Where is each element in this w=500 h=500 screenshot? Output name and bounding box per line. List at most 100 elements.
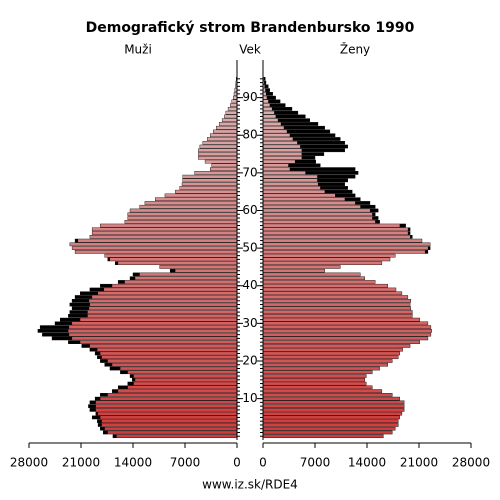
bar xyxy=(262,238,423,243)
excess-bar xyxy=(95,351,101,356)
bar xyxy=(91,227,238,232)
bar xyxy=(94,396,238,401)
excess-bar xyxy=(344,197,361,201)
bar xyxy=(91,231,238,235)
excess-bar xyxy=(75,238,79,243)
footer: www.iz.sk/RDE4 xyxy=(202,478,298,492)
excess-bar xyxy=(80,291,99,295)
excess-bar xyxy=(75,295,93,299)
bar xyxy=(81,344,238,348)
excess-bar xyxy=(317,178,348,182)
chart-title: Demografický strom Brandenbursko 1990 xyxy=(86,20,415,36)
bar xyxy=(95,411,238,416)
bar xyxy=(262,340,420,344)
bar xyxy=(60,317,238,322)
bar xyxy=(111,389,238,393)
bar xyxy=(262,362,389,367)
bar xyxy=(262,408,405,412)
bar xyxy=(74,295,238,299)
bar xyxy=(262,276,365,281)
excess-bar xyxy=(292,137,341,141)
x-tick-label: 7000 xyxy=(300,456,331,470)
bar xyxy=(262,415,400,420)
bar xyxy=(262,381,367,386)
bar xyxy=(262,351,400,356)
bar xyxy=(262,212,376,217)
bar xyxy=(262,385,373,390)
bar xyxy=(262,374,367,378)
bar xyxy=(68,314,238,318)
bar xyxy=(129,208,238,213)
bar xyxy=(262,332,432,337)
bar xyxy=(155,197,238,202)
x-tick-label: 7000 xyxy=(170,456,201,470)
bar xyxy=(262,317,420,322)
excess-bar xyxy=(89,287,105,292)
bar xyxy=(262,253,396,258)
excess-bar xyxy=(265,88,270,92)
excess-bar xyxy=(369,208,379,213)
bar xyxy=(182,178,238,183)
bar xyxy=(262,231,411,235)
x-tick-label: 0 xyxy=(233,456,241,470)
bar xyxy=(97,419,238,423)
bar xyxy=(224,114,238,119)
bar xyxy=(221,118,238,122)
right-label: Ženy xyxy=(340,42,370,57)
bar xyxy=(132,378,238,382)
excess-bar xyxy=(317,182,345,186)
excess-bar xyxy=(40,325,70,329)
excess-bar xyxy=(89,348,98,352)
excess-bar xyxy=(81,344,90,348)
excess-bar xyxy=(263,77,266,81)
excess-bar xyxy=(89,400,96,404)
bar xyxy=(233,95,238,100)
bar xyxy=(262,265,341,269)
bar xyxy=(213,129,238,134)
excess-bar xyxy=(407,227,411,231)
excess-bar xyxy=(68,314,88,318)
x-tick-label: 28000 xyxy=(10,456,48,470)
x-tick-label: 21000 xyxy=(400,456,438,470)
bar xyxy=(42,332,238,337)
bar xyxy=(262,344,411,348)
excess-bar xyxy=(320,186,348,190)
bar xyxy=(181,182,238,186)
excess-bar xyxy=(130,276,136,280)
bar xyxy=(91,415,238,420)
bar xyxy=(100,426,238,431)
bar xyxy=(159,265,238,269)
y-tick-label: 50 xyxy=(242,241,257,255)
excess-bar xyxy=(264,80,266,85)
excess-bar xyxy=(109,366,121,371)
bar xyxy=(262,325,432,329)
bar xyxy=(210,167,238,171)
excess-bar xyxy=(170,269,176,273)
bar xyxy=(100,283,238,288)
bar xyxy=(127,212,238,217)
excess-bar xyxy=(118,280,125,284)
bar xyxy=(97,423,238,427)
bar xyxy=(129,276,238,281)
y-tick-label: 20 xyxy=(242,353,257,367)
bar xyxy=(262,257,391,262)
bar xyxy=(262,419,399,423)
bar xyxy=(169,268,238,273)
excess-bar xyxy=(335,193,356,198)
bar xyxy=(69,242,238,247)
excess-bar xyxy=(289,167,356,171)
excess-bar xyxy=(107,257,110,262)
excess-bar xyxy=(427,246,431,250)
bar xyxy=(262,295,409,299)
bar xyxy=(262,242,431,247)
excess-bar xyxy=(266,96,276,100)
bar xyxy=(127,216,238,220)
bar xyxy=(51,336,238,341)
excess-bar xyxy=(72,299,90,303)
excess-bar xyxy=(120,370,128,374)
excess-bar xyxy=(95,412,99,416)
y-tick-label: 10 xyxy=(242,391,257,405)
bar xyxy=(262,227,411,232)
bar xyxy=(179,186,238,190)
center-label: Vek xyxy=(239,43,261,57)
